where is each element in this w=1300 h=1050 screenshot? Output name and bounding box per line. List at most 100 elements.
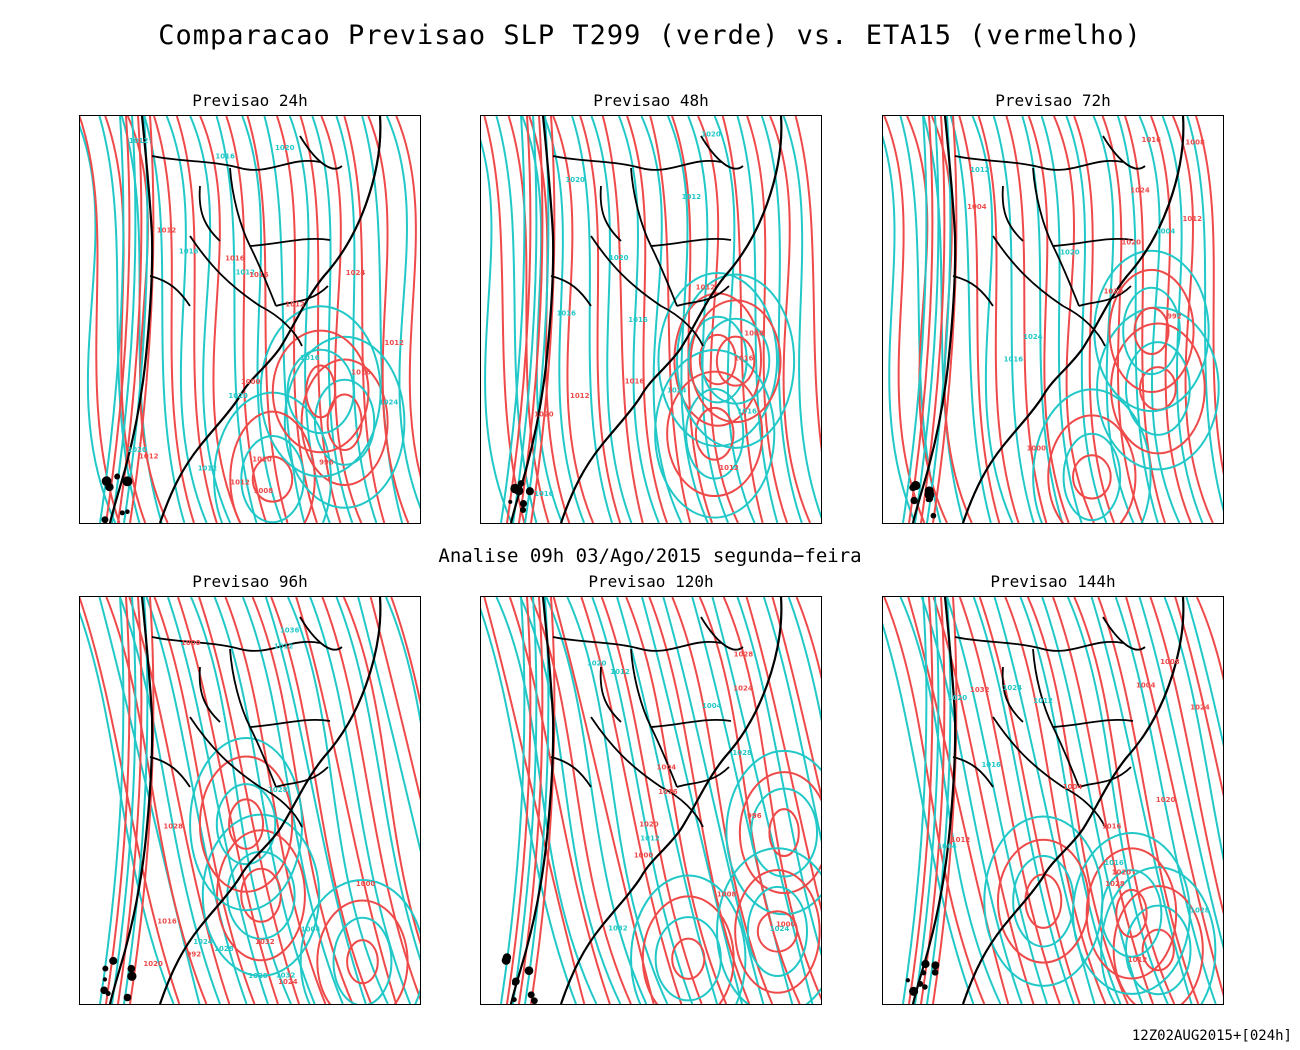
isobar-label-t299: 1032 [608, 925, 628, 933]
island [925, 497, 931, 503]
country-border [198, 185, 221, 242]
eta15-isobar [506, 116, 532, 523]
isobar-label-eta15: 1032 [970, 686, 990, 694]
coastline-east [158, 597, 382, 1004]
island [519, 500, 527, 508]
country-border [590, 235, 704, 347]
slp-contour-map: 1020 1016 1012 1024 1004 1016 1020 1008 1024 1020… [883, 116, 1223, 523]
isobar-lines [481, 116, 821, 523]
t299-isobar [385, 597, 420, 724]
country-border [189, 716, 303, 828]
isobar-label-eta15: 1024 [733, 684, 753, 692]
eta15-isobar [794, 116, 821, 452]
isobar-label-eta15: 1004 [967, 203, 987, 211]
isobar-label-t299: 1004 [1156, 228, 1176, 236]
country-border [676, 285, 730, 307]
t299-isobar [711, 597, 814, 1004]
eta15-isobar [395, 116, 420, 478]
isobar-label-eta15: 1020 [143, 960, 163, 968]
isobar-label-t299: 1016 [179, 248, 199, 256]
pressure-centre-contour [229, 410, 316, 523]
t299-isobar [189, 116, 232, 523]
isobar-label-t299: 1016 [300, 354, 320, 362]
country-border [1032, 648, 1080, 788]
isobar-label-t299: 1024 [1023, 333, 1043, 341]
isobar-label-eta15: 1016 [225, 254, 245, 262]
isobar-label-t299: 1016 [534, 490, 554, 498]
pressure-centre-contour [687, 315, 748, 404]
pressure-centre-contour [216, 829, 306, 962]
country-border [229, 167, 277, 307]
t299-isobar [98, 597, 201, 1004]
isobar-label-eta15: 1012 [384, 339, 404, 347]
run-footer: 12Z02AUG2015+[024h] [1131, 1028, 1292, 1044]
t299-isobar [1186, 116, 1223, 512]
pressure-centre-contour [313, 378, 376, 466]
country-border [676, 766, 730, 788]
country-border [198, 666, 221, 723]
t299-isobar [143, 116, 186, 523]
pressure-centre-contour [198, 755, 294, 893]
island [530, 997, 538, 1004]
pressure-centre-contour [251, 455, 294, 503]
t299-isobar [512, 597, 538, 1004]
isobar-label-eta15: 996 [319, 459, 334, 467]
island [102, 965, 109, 972]
t299-isobar [190, 597, 292, 1004]
isobar-label-eta15: 1008 [717, 891, 737, 899]
isobar-label-eta15: 1008 [1185, 139, 1205, 147]
pressure-centre-contour [305, 364, 337, 419]
isobar-label-eta15: 1020 [534, 411, 554, 419]
coastline-west [509, 597, 555, 1004]
isobar-label-eta15: 996 [747, 812, 762, 820]
figure-title: Comparacao Previsao SLP T299 (verde) vs.… [158, 20, 1142, 51]
t299-isobar [99, 116, 125, 523]
eta15-isobar [295, 597, 398, 1004]
eta15-isobar [908, 116, 934, 523]
pressure-centre-contour [673, 292, 763, 427]
isobar-label-eta15: 1016 [1141, 136, 1161, 144]
island [127, 971, 137, 981]
isobar-label-t299: 1024 [667, 386, 687, 394]
eta15-isobar [1073, 597, 1176, 1004]
coastline-borders [101, 116, 382, 523]
eta15-isobar [129, 116, 155, 523]
t299-isobar [1090, 597, 1193, 1004]
pressure-centre-contour [1096, 306, 1220, 471]
t299-isobar [80, 125, 117, 523]
t299-isobar [787, 597, 821, 722]
eta15-isobar [342, 597, 420, 945]
eta15-isobar [932, 597, 958, 1004]
country-border [189, 235, 303, 347]
pressure-centre-contour [671, 937, 706, 980]
island [511, 997, 517, 1003]
eta15-isobar [600, 597, 703, 1004]
isobar-label-t299: 1012 [610, 668, 630, 676]
island [123, 993, 132, 1002]
eta15-isobar [1150, 116, 1192, 523]
isobar-label-t299: 1016 [737, 407, 757, 415]
isobar-label-eta15: 1024 [1130, 186, 1150, 194]
pressure-centre-contour [725, 749, 821, 916]
isobar-label-t299: 1036 [280, 627, 300, 635]
country-border [590, 716, 704, 828]
eta15-isobar [508, 597, 611, 1004]
isobar-label-eta15: 1012 [230, 478, 250, 486]
country-border [599, 666, 622, 723]
eta15-isobar [369, 597, 420, 801]
coastline-east [559, 597, 783, 1004]
t299-isobar [119, 597, 221, 1004]
isobar-label-eta15: 1008 [254, 487, 274, 495]
t299-isobar [949, 116, 992, 523]
country-border [151, 155, 321, 171]
eta15-isobar [769, 116, 812, 523]
pressure-centre-contour [240, 435, 305, 523]
pressure-centre-contour [1141, 928, 1175, 972]
t299-isobar [111, 597, 137, 1004]
island [109, 956, 118, 965]
eta15-isobar [552, 116, 595, 523]
isobar-label-eta15: 1016 [625, 378, 645, 386]
eta15-isobar [721, 116, 764, 523]
island [931, 961, 940, 970]
pressure-centre-contour [1124, 904, 1192, 996]
